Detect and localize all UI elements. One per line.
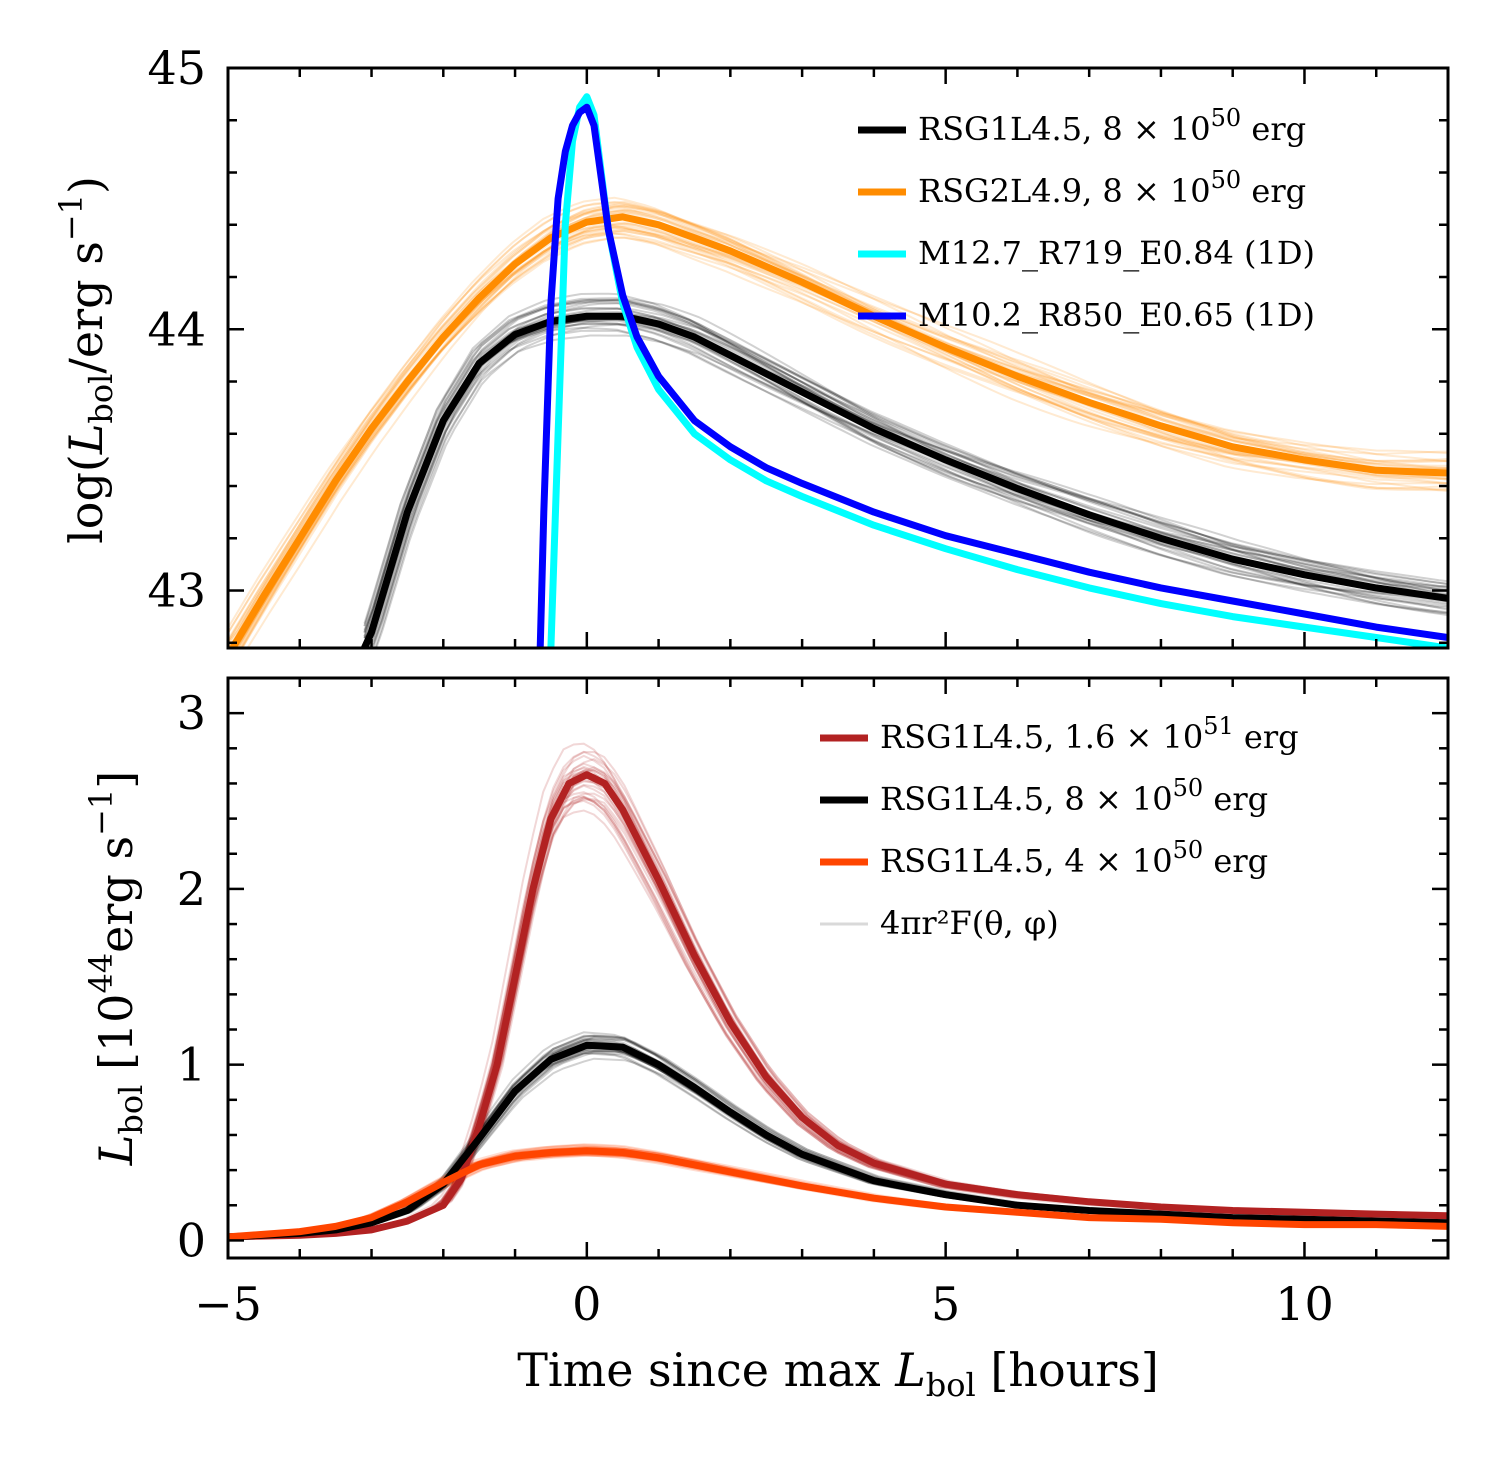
angle-curve: [374, 315, 1448, 648]
angle-curve: [364, 320, 1448, 648]
legend-item: RSG2L4.9, 8 × 1050 erg: [858, 166, 1306, 210]
top-plot-area: [228, 93, 1448, 648]
legend-label: M12.7_R719_E0.84 (1D): [918, 234, 1315, 272]
angle-curve: [228, 208, 1448, 643]
legend-item: RSG1L4.5, 8 × 1050 erg: [858, 104, 1306, 148]
legend-label: M10.2_R850_E0.65 (1D): [918, 296, 1315, 334]
legend-item: M12.7_R719_E0.84 (1D): [858, 234, 1315, 272]
angle-curve: [365, 318, 1448, 648]
series-line: [228, 1041, 1448, 1241]
angle-curve: [371, 334, 1448, 648]
series-line: [536, 103, 1448, 648]
angle-curve: [363, 319, 1448, 645]
angle-curve: [363, 292, 1448, 627]
angle-curve: [233, 226, 1448, 648]
angle-curve: [231, 236, 1448, 648]
bottom-legend: RSG1L4.5, 1.6 × 1051 erg RSG1L4.5, 8 × 10…: [820, 712, 1299, 942]
angle-curve: [363, 315, 1448, 648]
bottom-y-tick-labels: 0 1 2 3: [177, 686, 206, 1267]
angle-curve: [363, 298, 1448, 633]
y-tick-label: 2: [177, 862, 206, 916]
top-y-tick-labels: 43 44 45: [147, 41, 206, 618]
angle-curve: [375, 323, 1448, 648]
y-tick-label: 0: [177, 1213, 206, 1267]
angle-curve: [241, 236, 1448, 648]
angle-curve: [363, 299, 1448, 631]
legend-item: RSG1L4.5, 8 × 1050 erg: [820, 774, 1268, 818]
legend-label: 4πr²F(θ, φ): [880, 904, 1059, 942]
angle-curve: [363, 317, 1448, 648]
angle-curve: [246, 222, 1448, 648]
angle-curve: [363, 326, 1448, 645]
angle-curve: [363, 322, 1448, 637]
legend-label: RSG1L4.5, 8 × 1050 erg: [880, 774, 1268, 818]
bottom-y-axis-label: Lbol [1044erg s−1]: [82, 771, 150, 1166]
y-tick-label: 45: [147, 41, 206, 95]
angle-curve: [241, 222, 1448, 648]
angle-curve: [228, 200, 1448, 648]
angle-curve: [235, 225, 1448, 648]
legend-item: M10.2_R850_E0.65 (1D): [858, 296, 1315, 334]
bottom-x-tick-labels: −5 0 5 10: [194, 1277, 1334, 1331]
top-frame: [226, 66, 1450, 650]
angle-curve: [363, 322, 1448, 648]
bottom-frame: [226, 676, 1450, 1260]
x-tick-label: 5: [931, 1277, 960, 1331]
angle-curve: [234, 211, 1448, 648]
y-tick-label: 3: [177, 686, 206, 740]
series-line: [360, 312, 1448, 648]
x-tick-label: −5: [194, 1277, 262, 1331]
angle-curve: [363, 316, 1448, 639]
angle-curve: [234, 211, 1448, 648]
angle-curve: [363, 307, 1448, 634]
legend-label: RSG2L4.9, 8 × 1050 erg: [918, 166, 1306, 210]
bottom-panel: 0 1 2 3 −5 0 5 10 Lbol [1044erg s−1] Time sinc…: [82, 676, 1450, 1404]
series-line: [228, 1147, 1448, 1241]
angle-curve: [236, 230, 1448, 648]
legend-item: 4πr²F(θ, φ): [820, 904, 1059, 942]
top-panel: 43 44 45 log(Lbol/erg s−1) RSG1L4.5, 8 × 1…: [52, 41, 1450, 650]
angle-curve: [228, 207, 1448, 648]
x-tick-label: 10: [1275, 1277, 1334, 1331]
angle-curve: [231, 209, 1448, 648]
y-tick-label: 44: [147, 302, 206, 356]
x-tick-label: 0: [572, 1277, 601, 1331]
legend-label: RSG1L4.5, 4 × 1050 erg: [880, 836, 1268, 880]
angle-curve: [228, 203, 1448, 634]
x-axis-label: Time since max Lbol [hours]: [517, 1343, 1159, 1404]
angle-curve: [364, 315, 1448, 648]
bottom-plot-area: [228, 742, 1448, 1241]
angle-curve: [363, 301, 1448, 627]
angle-curve: [363, 317, 1448, 647]
angle-curve: [228, 196, 1448, 634]
angle-curve: [363, 299, 1448, 644]
legend-item: RSG1L4.5, 4 × 1050 erg: [820, 836, 1268, 880]
angle-curve: [364, 329, 1448, 648]
series-line: [547, 93, 1448, 648]
legend-label: RSG1L4.5, 1.6 × 1051 erg: [880, 712, 1299, 756]
angle-curve: [363, 310, 1448, 633]
legend-label: RSG1L4.5, 8 × 1050 erg: [918, 104, 1306, 148]
legend-item: RSG1L4.5, 1.6 × 1051 erg: [820, 712, 1299, 756]
series-line: [228, 771, 1448, 1241]
y-tick-label: 43: [147, 564, 206, 618]
series-line: [228, 213, 1448, 648]
top-y-axis-label: log(Lbol/erg s−1): [52, 176, 120, 544]
angle-curve: [363, 298, 1448, 639]
angle-curve: [228, 205, 1448, 629]
angle-curve: [228, 209, 1448, 648]
y-tick-label: 1: [177, 1038, 206, 1092]
angle-curve: [363, 297, 1448, 624]
top-legend: RSG1L4.5, 8 × 1050 erg RSG2L4.9, 8 × 1050…: [858, 104, 1315, 334]
